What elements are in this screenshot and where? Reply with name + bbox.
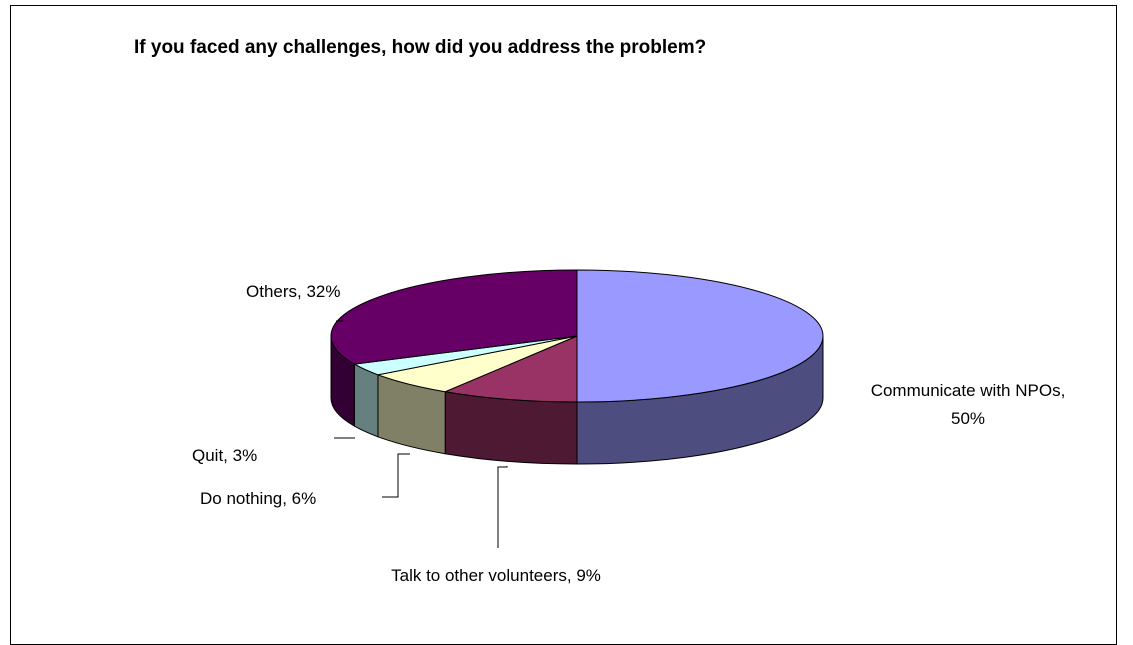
leader-line xyxy=(382,453,410,498)
pie-slice-communicate-with-npos xyxy=(576,269,824,403)
data-label-quit: Quit, 3% xyxy=(192,446,257,465)
chart-title: If you faced any challenges, how did you… xyxy=(134,37,707,58)
leader-lines xyxy=(334,320,508,548)
data-labels: Communicate with NPOs, 50% Talk to other v… xyxy=(192,282,1065,585)
pie-tops xyxy=(330,269,824,403)
data-label-communicate-with-npos: Communicate with NPOs, xyxy=(871,381,1066,400)
pie-side-quit xyxy=(353,363,379,438)
leader-line xyxy=(497,466,508,548)
pie-slice-others xyxy=(330,269,578,365)
pie-slice-talk-to-other-volunteers xyxy=(443,335,578,403)
pie-side-talk-to-other-volunteers xyxy=(444,391,578,465)
data-label-do-nothing: Do nothing, 6% xyxy=(200,489,316,508)
pie-chart: Communicate with NPOs, 50% Talk to other v… xyxy=(192,269,1065,585)
data-label-communicate-with-npos-value: 50% xyxy=(951,409,985,428)
data-label-talk-to-other-volunteers: Talk to other volunteers, 9% xyxy=(391,566,601,585)
data-label-others: Others, 32% xyxy=(246,282,341,301)
